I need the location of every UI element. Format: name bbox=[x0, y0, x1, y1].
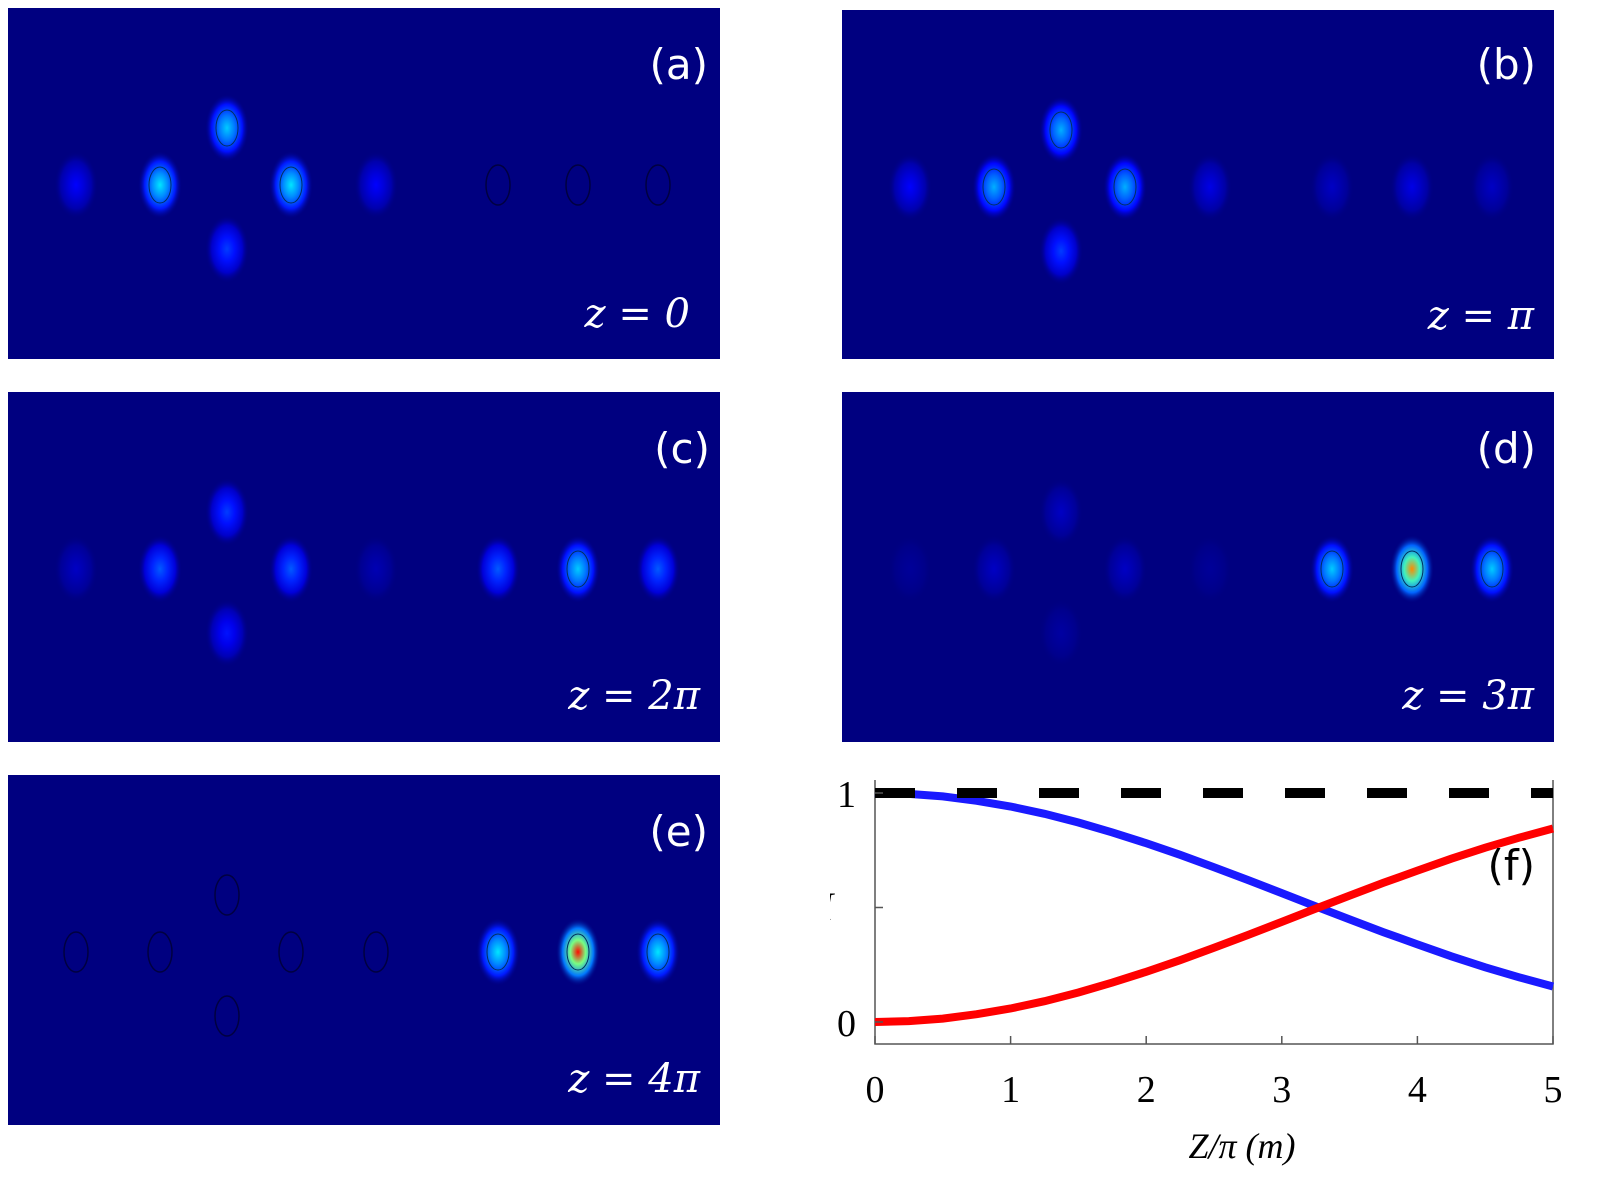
intensity-spot-l3 bbox=[278, 931, 304, 973]
intensity-spot-l3 bbox=[269, 535, 313, 603]
z-label: z = π bbox=[1427, 293, 1534, 339]
panel-e: (e) z = 4π bbox=[8, 775, 720, 1125]
panel-d: (d) z = 3π bbox=[842, 392, 1554, 742]
intensity-spot-l1 bbox=[63, 931, 89, 973]
series-line-0 bbox=[874, 789, 1555, 991]
panel-c: (c) z = 2π bbox=[8, 392, 720, 742]
line-chart-f: 0 1 2 3 4 5 0 1 (f) I Z/π (m) bbox=[830, 780, 1563, 1166]
y-axis-label: I bbox=[830, 884, 835, 929]
intensity-spot-r2 bbox=[565, 164, 591, 206]
intensity-spot-l3 bbox=[269, 151, 313, 219]
intensity-spot-top bbox=[1039, 96, 1083, 164]
x-tick-label: 1 bbox=[1001, 1069, 1020, 1111]
z-label: z = 0 bbox=[584, 291, 690, 337]
intensity-spot-r2 bbox=[1390, 535, 1434, 603]
intensity-spot-bot bbox=[1039, 217, 1083, 285]
panel-label: (a) bbox=[649, 40, 708, 89]
x-tick-label: 0 bbox=[866, 1069, 885, 1111]
intensity-spot-l4 bbox=[354, 535, 398, 603]
intensity-spot-l3 bbox=[1103, 535, 1147, 603]
intensity-spot-r3 bbox=[636, 535, 680, 603]
intensity-spot-bot bbox=[205, 599, 249, 667]
intensity-spot-top bbox=[205, 94, 249, 162]
intensity-spot-r1 bbox=[485, 164, 511, 206]
z-label: z = 2π bbox=[568, 673, 700, 719]
intensity-spot-r1 bbox=[476, 535, 520, 603]
panel-a: (a) z = 0 bbox=[8, 8, 720, 359]
x-axis-label: Z/π (m) bbox=[1188, 1126, 1295, 1166]
panel-label-f: (f) bbox=[1487, 841, 1535, 890]
panel-label: (c) bbox=[654, 424, 710, 473]
intensity-spot-r2 bbox=[1390, 153, 1434, 221]
intensity-spot-r1 bbox=[476, 918, 520, 986]
intensity-spot-l3 bbox=[1103, 153, 1147, 221]
intensity-spot-l4 bbox=[1188, 535, 1232, 603]
intensity-spot-r3 bbox=[1470, 535, 1514, 603]
intensity-spot-l2 bbox=[138, 535, 182, 603]
y-tick-label: 1 bbox=[837, 780, 856, 816]
intensity-spot-l1 bbox=[888, 535, 932, 603]
intensity-spot-r3 bbox=[645, 164, 671, 206]
intensity-spot-l4 bbox=[363, 931, 389, 973]
spot-field bbox=[63, 874, 680, 1037]
intensity-spot-r3 bbox=[1470, 153, 1514, 221]
spot-field bbox=[888, 96, 1514, 285]
plot-area bbox=[874, 780, 1554, 1045]
intensity-spot-l2 bbox=[138, 151, 182, 219]
x-tick-label: 4 bbox=[1408, 1069, 1427, 1111]
intensity-spot-top bbox=[205, 478, 249, 546]
intensity-spot-l1 bbox=[888, 153, 932, 221]
intensity-spot-r1 bbox=[1310, 153, 1354, 221]
panel-label: (e) bbox=[649, 807, 708, 856]
intensity-spot-r1 bbox=[1310, 535, 1354, 603]
intensity-spot-l1 bbox=[54, 535, 98, 603]
intensity-spot-l2 bbox=[972, 153, 1016, 221]
intensity-spot-bot bbox=[205, 215, 249, 283]
series-line-1 bbox=[874, 824, 1555, 1026]
intensity-spot-l4 bbox=[1188, 153, 1232, 221]
spot-field bbox=[888, 478, 1514, 667]
x-tick-label: 3 bbox=[1272, 1069, 1291, 1111]
intensity-spot-l4 bbox=[354, 151, 398, 219]
panel-b: (b) z = π bbox=[842, 10, 1554, 359]
x-tick-label: 2 bbox=[1137, 1069, 1156, 1111]
z-label: z = 3π bbox=[1402, 673, 1534, 719]
intensity-spot-l1 bbox=[54, 151, 98, 219]
y-tick-label: 0 bbox=[837, 1003, 856, 1045]
spot-field bbox=[54, 478, 680, 667]
intensity-spot-r3 bbox=[636, 918, 680, 986]
spot-field bbox=[54, 94, 671, 283]
intensity-spot-bot bbox=[1039, 599, 1083, 667]
intensity-spot-l2 bbox=[147, 931, 173, 973]
x-tick-label: 5 bbox=[1544, 1069, 1563, 1111]
intensity-spot-top bbox=[214, 874, 240, 916]
intensity-spot-bot bbox=[214, 995, 240, 1037]
intensity-spot-top bbox=[1039, 478, 1083, 546]
z-label: z = 4π bbox=[568, 1056, 700, 1102]
intensity-spot-l2 bbox=[972, 535, 1016, 603]
intensity-spot-r2 bbox=[556, 535, 600, 603]
intensity-spot-r2 bbox=[556, 918, 600, 986]
panel-label: (d) bbox=[1476, 424, 1536, 473]
panel-label: (b) bbox=[1476, 40, 1536, 89]
